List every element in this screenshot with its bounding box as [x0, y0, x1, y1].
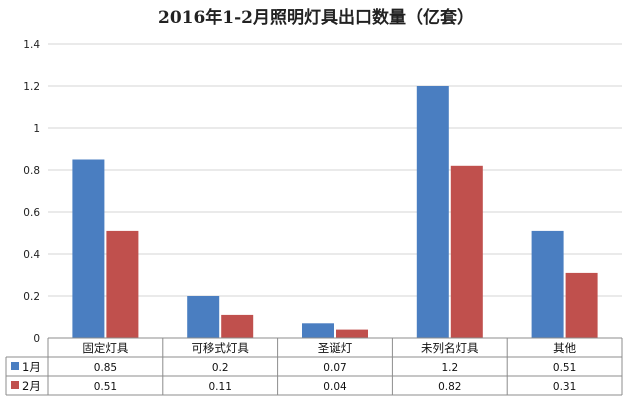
data-label: 0.07	[323, 362, 346, 374]
data-label: 0.82	[438, 381, 461, 393]
bar-1月-未列名灯具	[416, 86, 449, 338]
y-tick-label: 1.2	[23, 81, 40, 93]
bar-1月-固定灯具	[72, 159, 105, 338]
data-label: 0.11	[209, 381, 232, 393]
x-tick-label: 圣诞灯	[318, 341, 353, 355]
y-tick-label: 0.8	[23, 165, 40, 177]
bar-2月-可移式灯具	[221, 314, 254, 338]
bar-2月-圣诞灯	[336, 329, 368, 338]
data-label: 0.85	[94, 362, 117, 374]
data-label: 0.31	[553, 381, 576, 393]
legend-swatch	[11, 362, 19, 370]
legend-swatch	[11, 381, 19, 389]
bar-2月-固定灯具	[106, 230, 139, 338]
y-tick-label: 0.6	[23, 207, 40, 219]
x-tick-label: 其他	[553, 341, 576, 355]
data-label: 0.51	[553, 362, 576, 374]
data-label: 1.2	[441, 362, 458, 374]
bar-2月-未列名灯具	[450, 165, 483, 338]
legend-label: 2月	[22, 379, 41, 393]
bar-1月-圣诞灯	[302, 323, 334, 338]
chart-title: 2016年1-2月照明灯具出口数量（亿套）	[158, 7, 474, 28]
gridlines	[48, 43, 622, 297]
bars	[72, 86, 598, 338]
y-axis: 0 0.2 0.4 0.6 0.8 1 1.2 1.4	[23, 39, 40, 345]
legend-label: 1月	[22, 360, 41, 374]
x-tick-label: 固定灯具	[82, 341, 128, 355]
y-tick-label: 0	[33, 333, 40, 345]
x-tick-label: 未列名灯具	[421, 341, 479, 355]
bar-1月-可移式灯具	[187, 296, 220, 338]
y-tick-label: 0.2	[23, 291, 40, 303]
bar-1月-其他	[531, 230, 564, 338]
y-tick-label: 1	[33, 123, 40, 135]
data-label: 0.2	[212, 362, 229, 374]
y-tick-label: 1.4	[23, 39, 40, 51]
data-table: 固定灯具 可移式灯具 圣诞灯 未列名灯具 其他 1月 0.85 0.2 0.07 1.2 0.51 2…	[5, 337, 623, 396]
bar-2月-其他	[565, 272, 598, 338]
data-label: 0.51	[94, 381, 117, 393]
y-tick-label: 0.4	[23, 249, 40, 261]
data-label: 0.04	[323, 381, 347, 393]
x-tick-label: 可移式灯具	[191, 341, 249, 355]
